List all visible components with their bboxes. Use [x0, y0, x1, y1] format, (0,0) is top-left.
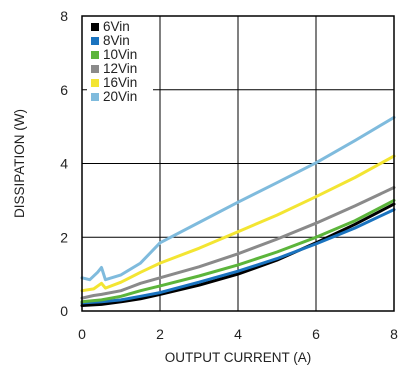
y-tick-label: 8: [60, 8, 68, 24]
legend-background: [87, 18, 153, 106]
legend-label: 16Vin: [103, 75, 137, 90]
x-tick-label: 2: [156, 326, 164, 342]
legend-swatch: [91, 65, 99, 73]
legend-label: 8Vin: [103, 33, 130, 48]
series-lines: [80, 115, 396, 307]
y-tick-label: 2: [60, 229, 68, 245]
x-tick-label: 4: [234, 326, 242, 342]
series-line-10vin: [80, 198, 396, 304]
legend-label: 20Vin: [103, 89, 137, 104]
x-tick-label: 6: [312, 326, 320, 342]
series-line-6vin: [80, 202, 396, 307]
series-line-20vin: [80, 115, 396, 282]
legend-swatch: [91, 79, 99, 87]
legend-label: 12Vin: [103, 61, 137, 76]
x-axis-label: OUTPUT CURRENT (A): [165, 350, 312, 365]
legend-label: 10Vin: [103, 47, 137, 62]
plot-frame: [81, 15, 395, 312]
legend-swatch: [91, 37, 99, 45]
series-line-12vin: [80, 186, 396, 300]
legend-swatch: [91, 93, 99, 101]
y-tick-label: 6: [60, 82, 68, 98]
x-tick-label: 8: [390, 326, 398, 342]
series-line-8vin: [80, 208, 396, 305]
tick-labels: 0 2 4 6 8 0 2 4 6 8: [60, 8, 398, 342]
legend-swatch: [91, 23, 99, 31]
y-axis-label: DISSIPATION (W): [12, 109, 27, 218]
y-tick-label: 4: [60, 156, 68, 172]
x-tick-label: 0: [78, 326, 86, 342]
legend-swatch: [91, 51, 99, 59]
series-line-16vin: [80, 154, 396, 293]
legend-label: 6Vin: [103, 19, 130, 34]
y-tick-label: 0: [60, 303, 68, 319]
